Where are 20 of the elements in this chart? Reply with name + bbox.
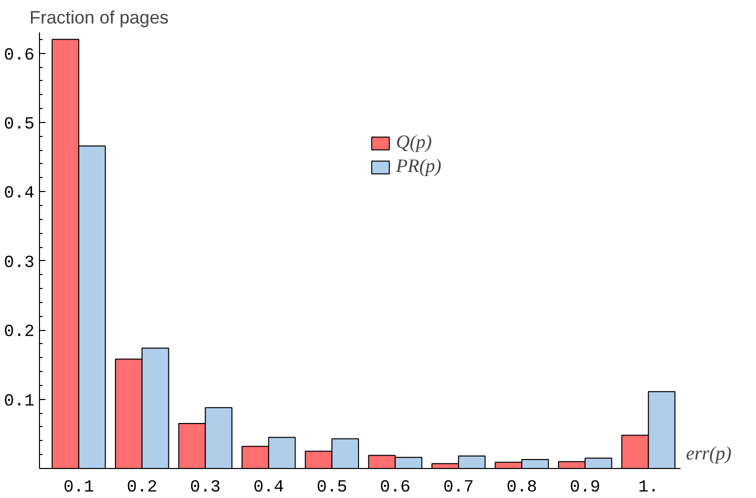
- x-tick-label: 0.6: [380, 478, 411, 498]
- x-tick-label: 0.1: [63, 478, 94, 498]
- y-tick-label: 0.6: [4, 46, 35, 66]
- y-tick-label: 0.3: [4, 254, 35, 273]
- x-axis-title: err(p): [686, 444, 732, 464]
- y-tick-label: 0.2: [4, 323, 35, 342]
- y-tick-label: 0.5: [4, 115, 35, 134]
- y-tick-label: 0.1: [4, 392, 35, 412]
- x-tick-label: 0.5: [316, 478, 348, 498]
- x-tick-label: 0.3: [190, 478, 221, 498]
- y-axis-title: Fraction of pages: [30, 8, 169, 28]
- legend-label: Q(p): [396, 132, 432, 154]
- x-tick-label: 1.: [638, 478, 659, 498]
- x-tick-label: 0.9: [570, 478, 600, 498]
- x-tick-label: 0.7: [443, 478, 474, 498]
- x-tick-label: 0.8: [506, 478, 538, 498]
- x-tick-label: 0.2: [126, 478, 158, 498]
- legend-label: PR(p): [396, 156, 442, 178]
- x-tick-label: 0.4: [253, 478, 284, 498]
- y-tick-label: 0.4: [4, 184, 35, 204]
